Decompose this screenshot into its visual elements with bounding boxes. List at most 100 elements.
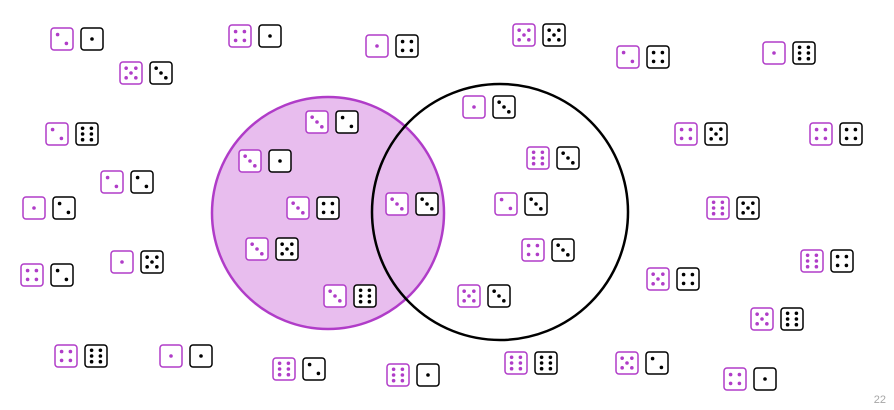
black-die (645, 351, 669, 375)
die-pip (242, 38, 247, 43)
dice-pair-a-only (286, 196, 340, 220)
die-pip (714, 132, 718, 136)
die-pip (124, 66, 128, 70)
die-pip (286, 361, 291, 366)
black-die (189, 344, 213, 368)
die-pip (720, 200, 725, 205)
die-face (706, 196, 730, 220)
purple-die (674, 122, 698, 146)
die-pip (529, 197, 533, 201)
dice-pair-outside (674, 122, 728, 146)
die-pip (150, 260, 154, 264)
die-pip (539, 366, 544, 371)
dice-pair-outside (20, 263, 74, 287)
die-pip (681, 272, 686, 277)
die-face (386, 363, 410, 387)
die-pip (522, 33, 526, 37)
die-pip (660, 50, 665, 55)
die-pip (80, 126, 85, 131)
die-pip (400, 207, 404, 211)
die-pip (561, 151, 565, 155)
die-pip (280, 242, 284, 246)
die-pip (248, 159, 252, 163)
die-pip (497, 100, 501, 104)
die-pip (98, 359, 103, 364)
die-pip (328, 289, 332, 293)
die-pip (285, 247, 289, 251)
die-pip (400, 373, 405, 377)
die-pip (651, 50, 656, 55)
die-pip (316, 371, 321, 376)
dice-pair-b-only (462, 95, 516, 119)
die-pip (711, 200, 716, 205)
die-pip (719, 127, 723, 131)
die-pip (539, 355, 544, 360)
die-pip (531, 150, 536, 155)
die-face (646, 45, 670, 69)
purple-die (159, 344, 183, 368)
die-pip (467, 294, 471, 298)
black-die (736, 196, 760, 220)
die-pip (814, 259, 819, 263)
die-pip (720, 206, 725, 210)
die-pip (540, 150, 545, 155)
die-pip (681, 281, 686, 286)
black-die (149, 61, 173, 85)
dice-pair-a-only (238, 149, 292, 173)
black-die (487, 284, 511, 308)
die-face (20, 263, 44, 287)
purple-die (512, 23, 536, 47)
dice-pair-b-only (526, 146, 580, 170)
die-pip (120, 260, 124, 264)
black-die (75, 122, 99, 146)
dice-pair-a-only (305, 110, 359, 134)
die-pip (155, 265, 159, 269)
die-pip (320, 125, 324, 129)
die-pip (823, 136, 828, 141)
black-die (140, 250, 164, 274)
die-pip (66, 210, 71, 215)
die-pip (55, 32, 60, 37)
die-face (353, 284, 377, 308)
die-pip (844, 136, 849, 141)
die-face (50, 263, 74, 287)
dice-pair-outside (504, 351, 558, 375)
die-pip (89, 359, 94, 364)
die-pip (548, 366, 553, 371)
die-pip (548, 355, 553, 360)
die-pip (233, 38, 238, 43)
die-pip (425, 202, 429, 206)
die-pip (517, 38, 521, 42)
die-pip (426, 373, 430, 377)
die-pip (755, 322, 759, 326)
die-pip (499, 197, 504, 202)
die-pip (797, 51, 802, 55)
die-pip (472, 105, 476, 109)
die-pip (806, 45, 811, 50)
die-pip (462, 299, 466, 303)
dice-pair-outside (706, 196, 760, 220)
die-pip (509, 366, 514, 371)
die-face (75, 122, 99, 146)
die-pip (539, 361, 544, 365)
die-pip (527, 28, 531, 32)
purple-die (54, 344, 78, 368)
die-pip (296, 206, 300, 210)
die-pip (535, 252, 540, 257)
purple-die (228, 24, 252, 48)
die-pip (534, 202, 538, 206)
die-pip (286, 372, 291, 377)
die-pip (690, 272, 695, 277)
die-pip (688, 127, 693, 132)
die-face (792, 41, 816, 65)
die-pip (556, 243, 560, 247)
dice-pair-outside (272, 357, 326, 381)
black-die (268, 149, 292, 173)
die-pip (391, 373, 396, 377)
die-pip (508, 206, 513, 211)
die-pip (159, 71, 163, 75)
purple-die (45, 122, 69, 146)
purple-die (462, 95, 486, 119)
purple-die (706, 196, 730, 220)
purple-die (119, 61, 143, 85)
